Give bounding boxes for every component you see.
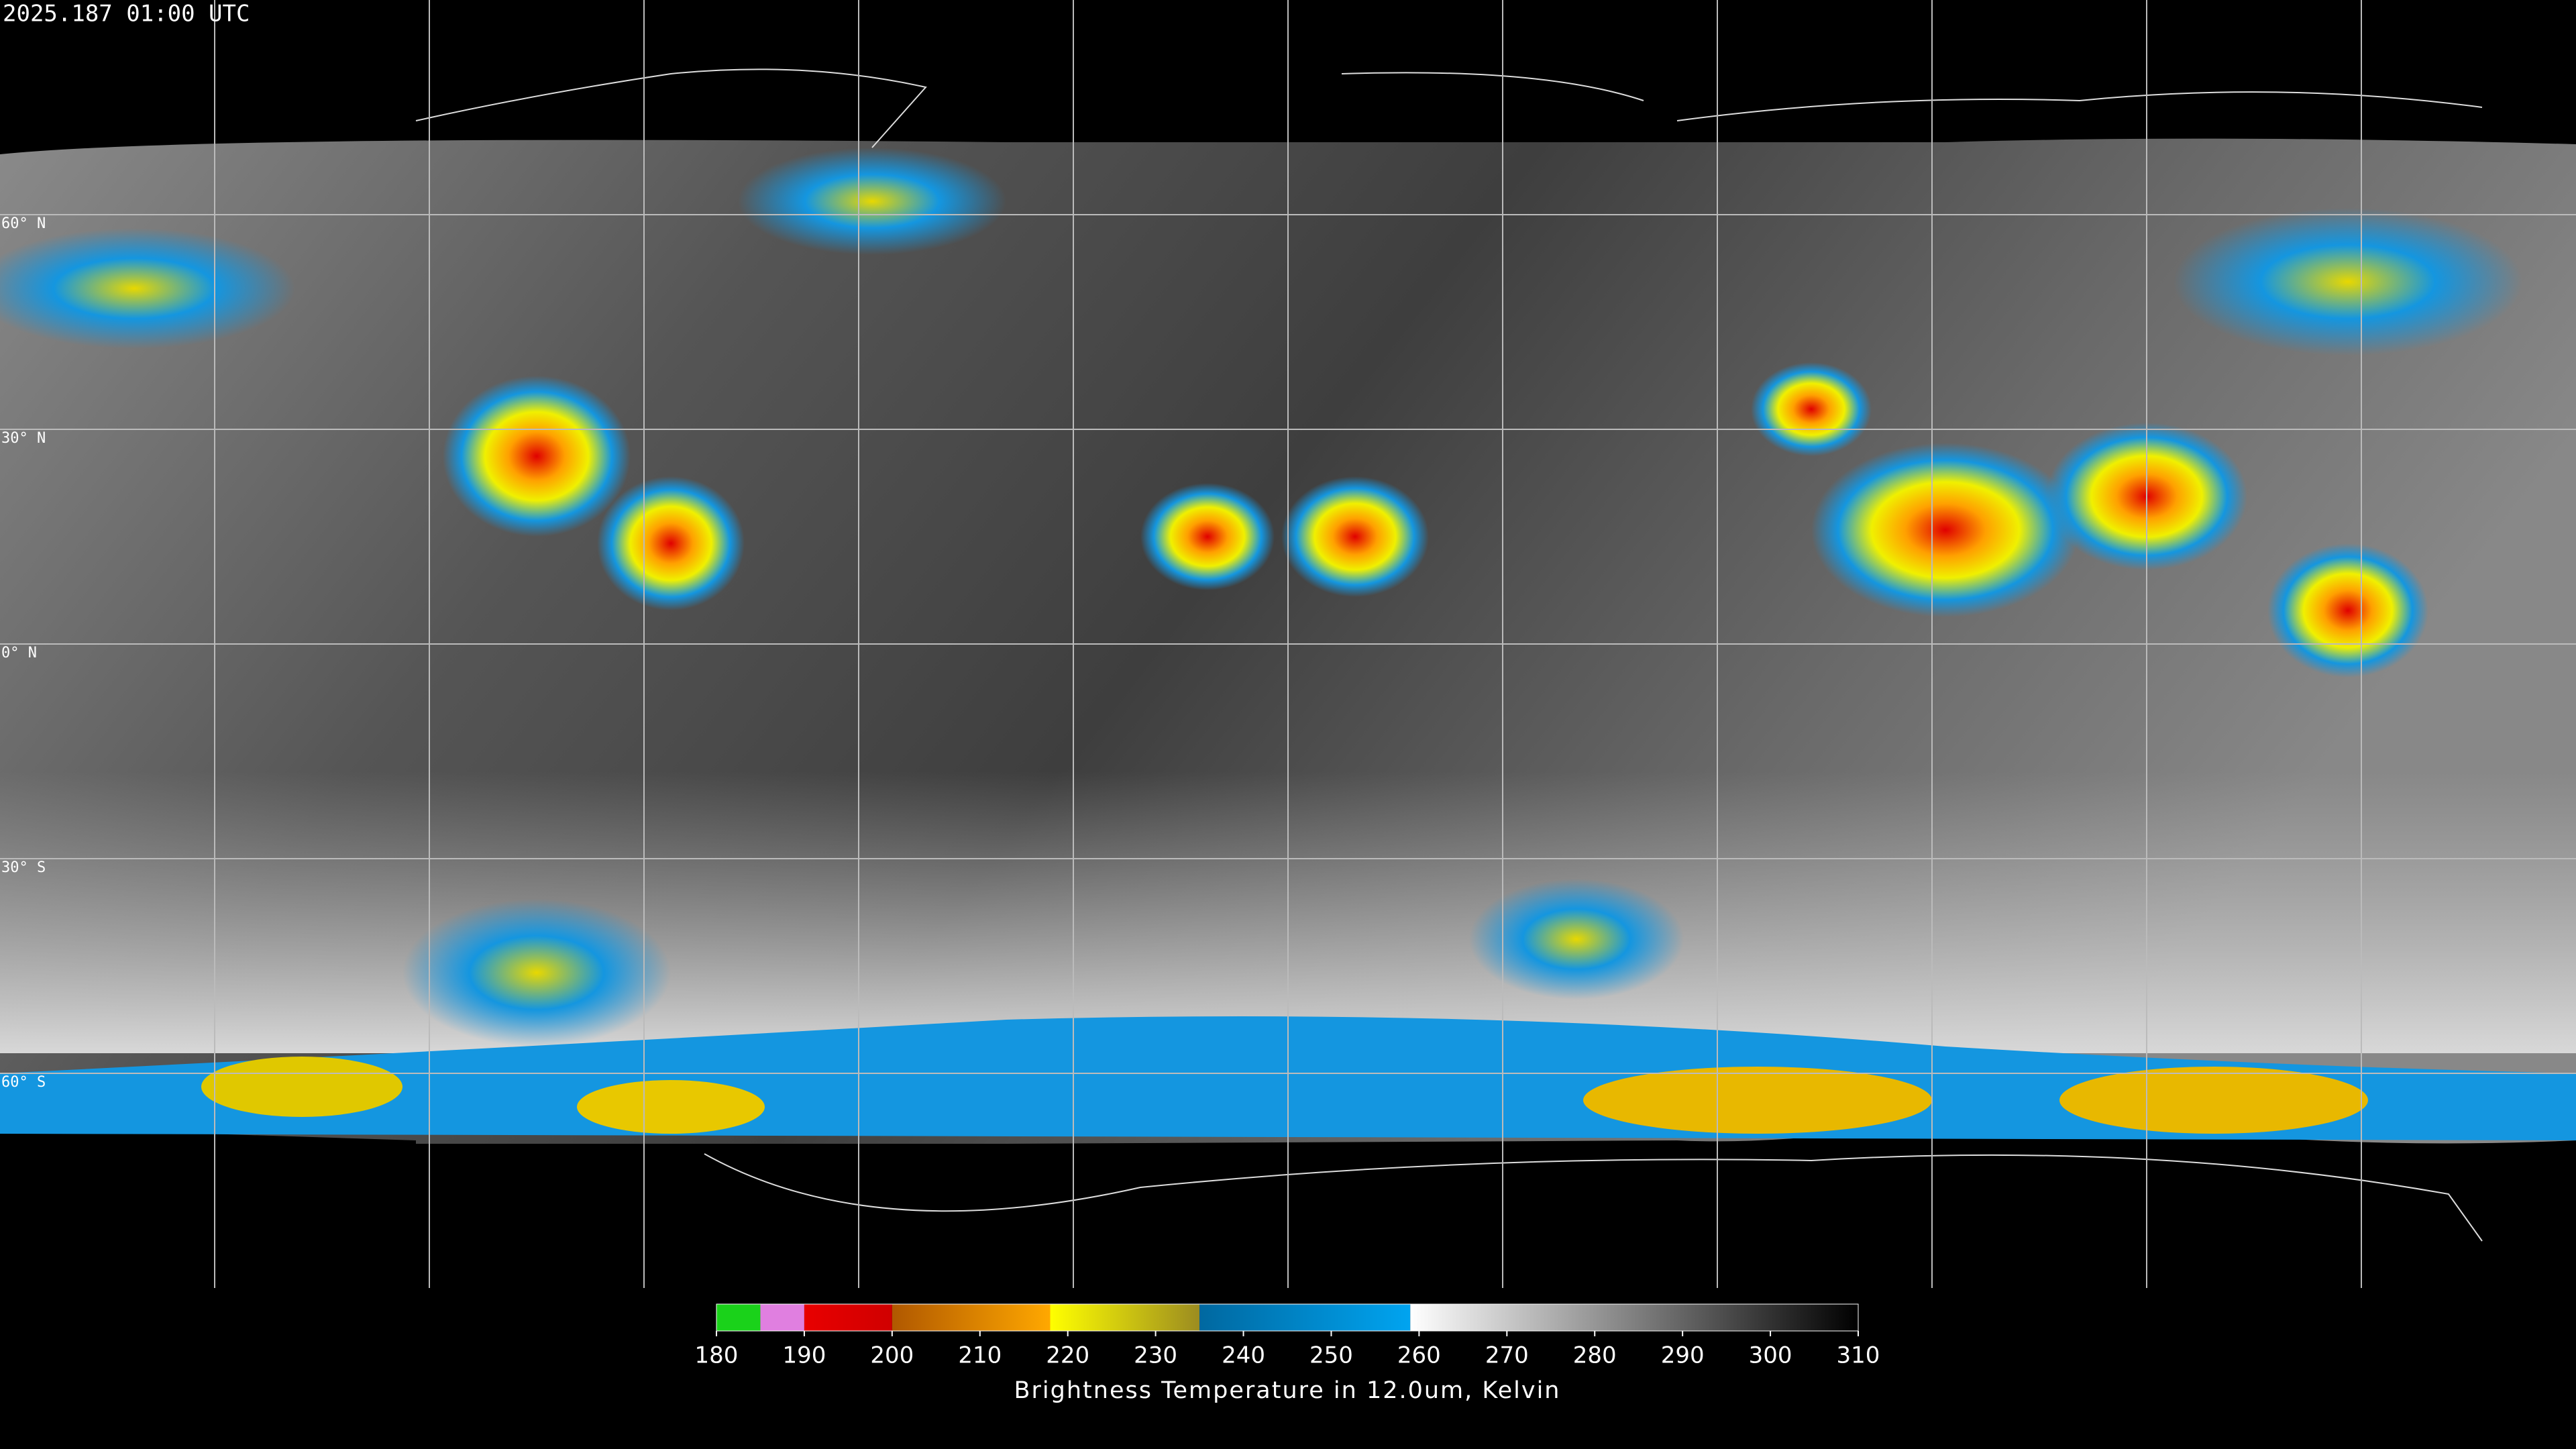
colorbar-segment [804,1304,892,1331]
grid: 60° N 30° N 0° N 30° S 60° S [0,0,2576,1288]
colorbar-segment [1050,1304,1200,1331]
colorbar-segment [1199,1304,1411,1331]
cloud [201,1057,402,1117]
latitude-label: 30° S [1,859,46,876]
cloud [0,228,295,349]
storm [1811,443,2080,617]
storm [443,376,631,537]
latitude-label: 60° S [1,1074,46,1091]
storm [1751,362,1872,456]
colorbar-tick-label: 300 [1749,1342,1792,1369]
latitude-label: 60° N [1,215,46,232]
colorbar-label: Brightness Temperature in 12.0um, Kelvin [1014,1377,1561,1404]
timestamp: 2025.187 01:00 UTC [3,1,250,28]
cloud [2059,1067,2368,1134]
colorbar-tick-label: 220 [1046,1342,1089,1369]
colorbar-tick-label: 250 [1309,1342,1353,1369]
colorbar-tick-label: 190 [782,1342,826,1369]
colorbar-segment [892,1304,1051,1331]
colorbar-tick-label: 230 [1134,1342,1177,1369]
coastlines [415,68,2483,1242]
storm [597,476,745,610]
storm [1140,483,1275,590]
colorbar-tick-label: 290 [1661,1342,1705,1369]
latitude-label: 30° N [1,430,46,447]
colorbar-tick-label: 240 [1222,1342,1265,1369]
cloud [1583,1067,1932,1134]
colorbar-tick-label: 260 [1397,1342,1441,1369]
colorbar-tick-label: 210 [958,1342,1002,1369]
colorbar-tick-label: 200 [870,1342,914,1369]
colorbar-segment [760,1304,804,1331]
cloud [2174,208,2522,356]
latitude-label: 0° N [1,645,37,661]
colorbar-frame [716,1303,1859,1332]
cloud [738,148,1006,255]
colorbar-tick-label: 280 [1573,1342,1617,1369]
storm [2267,543,2428,678]
cloud [1469,879,1684,1000]
colorbar: 180 190 200 210 220 230 240 250 260 270 280 290 300 3… [695,1303,1880,1369]
coastline [704,1153,2483,1242]
coastline [1341,72,2483,121]
storm [1281,476,1429,597]
cloud [402,899,671,1046]
cloud [577,1080,765,1134]
colorbar-tick-label: 270 [1485,1342,1529,1369]
colorbar-segment [716,1304,761,1331]
colorbar-segment [1410,1304,1858,1331]
colorbar-tick-label: 310 [1837,1342,1880,1369]
colorbar-tick-label: 180 [695,1342,739,1369]
